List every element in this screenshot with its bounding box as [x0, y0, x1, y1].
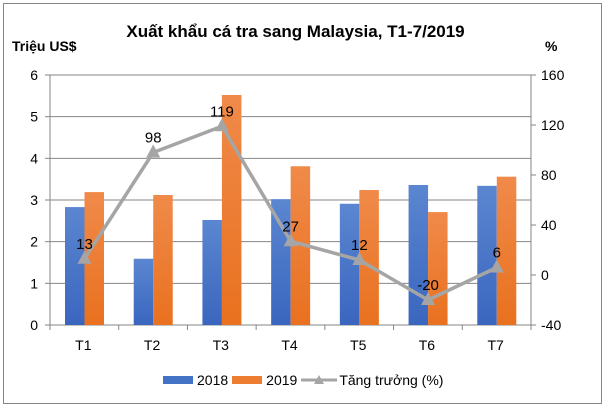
legend-item-2019: 2019: [232, 372, 297, 388]
legend-item-growth: Tăng trưởng (%): [301, 372, 443, 388]
growth-data-label: 13: [76, 236, 93, 253]
growth-data-label: 12: [351, 237, 368, 254]
legend-line-triangle-icon: [301, 375, 338, 384]
legend: 2018 2019 Tăng trưởng (%): [163, 371, 447, 389]
x-axis-tick: T3: [213, 337, 230, 353]
x-axis-tick: T2: [144, 337, 161, 353]
right-axis-label: %: [545, 38, 558, 54]
right-axis-tick: 80: [541, 167, 557, 183]
left-axis-tick: 0: [30, 317, 38, 333]
left-axis-tick: 3: [30, 192, 38, 208]
x-axis-tick: T4: [281, 337, 298, 353]
chart-title: Xuất khẩu cá tra sang Malaysia, T1-7/201…: [126, 22, 465, 41]
bar-2019: [496, 176, 517, 325]
bar-2018: [202, 220, 222, 325]
bar-2018: [339, 203, 360, 325]
left-axis-tick: 1: [30, 275, 38, 291]
growth-marker: [489, 259, 504, 273]
growth-marker: [77, 250, 92, 264]
x-axis-tick: T7: [487, 337, 504, 353]
bar-2018: [65, 207, 85, 325]
x-axis-tick: T1: [75, 337, 92, 353]
growth-data-label: 119: [210, 103, 234, 120]
bar-2018: [133, 258, 154, 325]
bar-2018: [477, 185, 497, 325]
right-axis-tick: -40: [541, 317, 561, 333]
legend-swatch-2018: [163, 376, 193, 384]
legend-swatch-2019: [232, 376, 263, 384]
growth-marker: [214, 118, 229, 132]
left-axis-tick: 2: [30, 234, 38, 250]
bar-2019: [153, 195, 173, 325]
right-axis-tick: 120: [541, 117, 565, 133]
growth-data-label: -20: [417, 277, 439, 294]
left-axis-tick: 5: [30, 109, 38, 125]
legend-label-2018: 2018: [197, 372, 229, 388]
left-axis-label: Triệu US$: [12, 38, 77, 54]
bar-2019: [359, 190, 379, 325]
bar-2019: [428, 212, 448, 325]
bar-2019: [84, 192, 104, 325]
growth-data-label: 6: [493, 245, 501, 262]
right-axis-tick: 0: [541, 267, 549, 283]
legend-label-growth: Tăng trưởng (%): [339, 372, 444, 388]
growth-marker: [421, 292, 436, 305]
legend-item-2018: 2018: [163, 372, 228, 388]
x-axis-tick: T5: [350, 337, 367, 353]
growth-marker: [352, 252, 367, 265]
chart-frame: [3, 3, 602, 404]
left-axis-tick: 4: [30, 150, 38, 166]
growth-data-label: 27: [282, 218, 299, 235]
legend-label-2019: 2019: [266, 372, 298, 388]
growth-data-label: 98: [145, 130, 162, 147]
right-axis-tick: 160: [541, 67, 565, 83]
growth-marker: [146, 144, 161, 158]
x-axis-tick: T6: [419, 337, 436, 353]
growth-marker: [283, 233, 298, 247]
left-axis-tick: 6: [30, 67, 38, 83]
right-axis-tick: 40: [541, 217, 557, 233]
